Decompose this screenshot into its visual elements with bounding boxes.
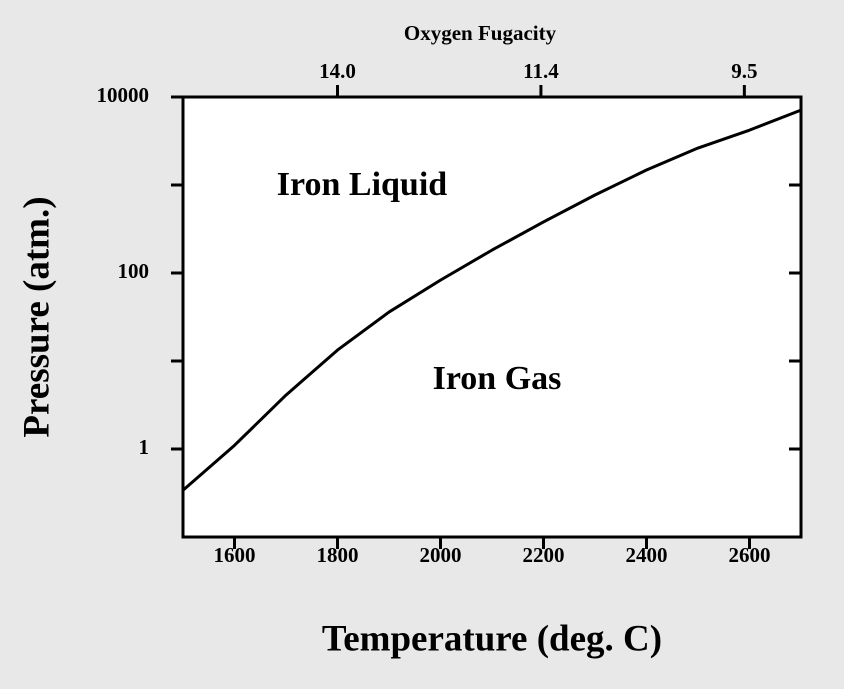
x-tick-label: 2200	[523, 543, 565, 567]
plot-frame	[181, 95, 803, 539]
x-axis-title: Temperature (deg. C)	[322, 618, 662, 659]
annotation: Iron Liquid	[277, 166, 448, 203]
x2-tick-label: 11.4	[523, 59, 559, 83]
x-tick-label: 1600	[214, 543, 256, 567]
x2-axis-title: Oxygen Fugacity	[404, 21, 557, 45]
y-tick-label: 1	[139, 435, 150, 459]
y-tick-label: 100	[118, 259, 150, 283]
x-tick-label: 2000	[420, 543, 462, 567]
x2-tick-label: 9.5	[731, 59, 757, 83]
annotation: Iron Gas	[433, 360, 562, 397]
x2-tick-label: 14.0	[319, 59, 356, 83]
x-tick-label: 2600	[729, 543, 771, 567]
x-tick-label: 2400	[626, 543, 668, 567]
x-tick-label: 1800	[317, 543, 359, 567]
curve	[182, 108, 802, 492]
plot-area	[183, 97, 801, 537]
y-tick-label: 10000	[97, 83, 150, 107]
y-axis-title: Pressure (atm.)	[16, 196, 57, 437]
